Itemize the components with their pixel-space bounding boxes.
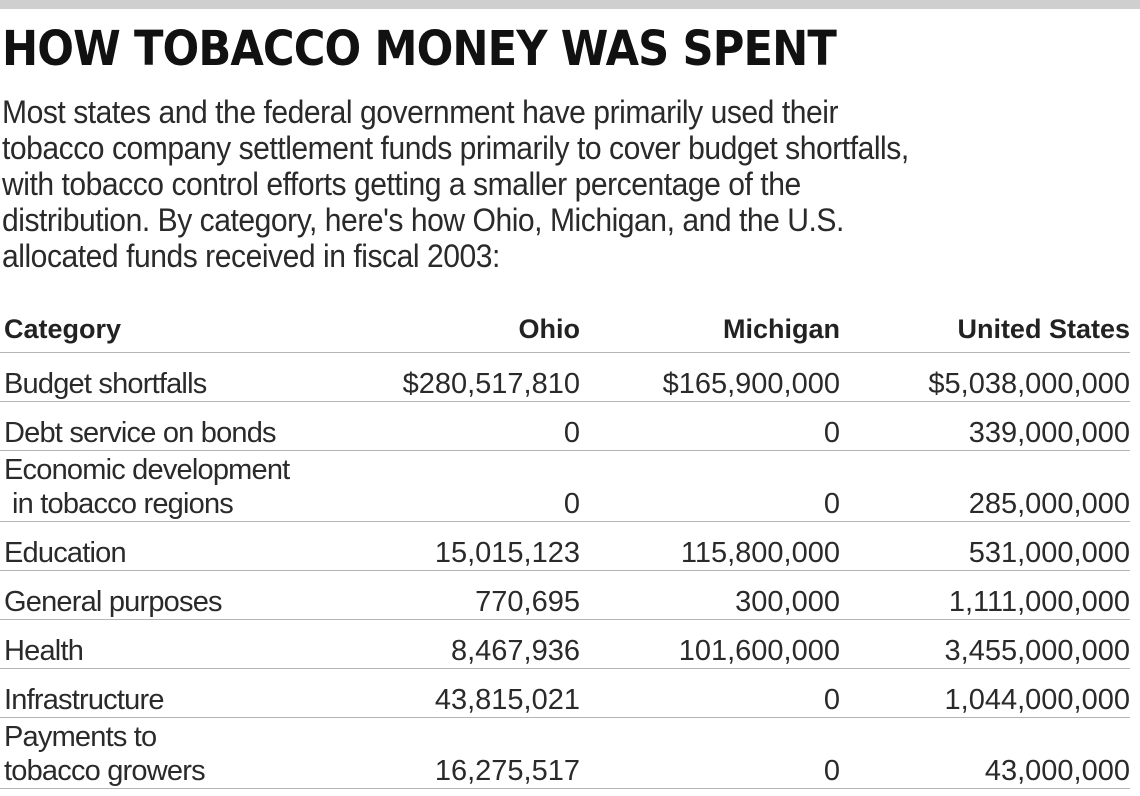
row-michigan-value: 0 xyxy=(580,668,840,718)
row-ohio-value: 43,815,021 xyxy=(380,668,580,718)
table-row: Payments to tobacco growers 16,275,517 0… xyxy=(0,717,1130,789)
header-category: Category xyxy=(0,306,380,353)
category-line: in tobacco regions xyxy=(12,488,234,520)
row-us-value: 1,044,000,000 xyxy=(840,668,1130,718)
category-line: Debt service on bonds xyxy=(4,417,277,449)
row-us-value: $5,038,000,000 xyxy=(840,352,1130,402)
funds-table: Category Ohio Michigan United States Bud… xyxy=(0,306,1130,789)
intro-paragraph: Most states and the federal government h… xyxy=(2,94,1111,274)
row-us-value: 285,000,000 xyxy=(840,450,1130,522)
category-line: Budget shortfalls xyxy=(4,368,207,400)
row-us-value: 339,000,000 xyxy=(840,401,1130,451)
table-row: Debt service on bonds 0 0 339,000,000 xyxy=(0,401,1130,451)
row-category: Infrastructure xyxy=(0,668,380,718)
row-category: Budget shortfalls xyxy=(0,352,380,402)
row-michigan-value: 0 xyxy=(580,450,840,522)
header-michigan: Michigan xyxy=(580,306,840,353)
row-michigan-value: 0 xyxy=(580,401,840,451)
category-line: Economic development xyxy=(4,454,290,486)
row-ohio-value: $280,517,810 xyxy=(380,352,580,402)
row-us-value: 531,000,000 xyxy=(840,521,1130,571)
category-line: Health xyxy=(4,635,84,667)
table-row: Budget shortfalls $280,517,810 $165,900,… xyxy=(0,352,1130,402)
headline: HOW TOBACCO MONEY WAS SPENT xyxy=(2,21,837,77)
row-us-value: 1,111,000,000 xyxy=(840,570,1130,620)
row-ohio-value: 8,467,936 xyxy=(380,619,580,669)
header-united-states: United States xyxy=(840,306,1130,353)
row-ohio-value: 16,275,517 xyxy=(380,717,580,789)
table-row: Infrastructure 43,815,021 0 1,044,000,00… xyxy=(0,668,1130,718)
row-michigan-value: $165,900,000 xyxy=(580,352,840,402)
intro-line: tobacco company settlement funds primari… xyxy=(2,130,909,166)
row-michigan-value: 115,800,000 xyxy=(580,521,840,571)
intro-line: distribution. By category, here's how Oh… xyxy=(2,202,844,238)
row-ohio-value: 15,015,123 xyxy=(380,521,580,571)
category-line: Payments to xyxy=(4,721,157,753)
row-us-value: 43,000,000 xyxy=(840,717,1130,789)
table-row: General purposes 770,695 300,000 1,111,0… xyxy=(0,570,1130,620)
row-category: Education xyxy=(0,521,380,571)
row-ohio-value: 0 xyxy=(380,450,580,522)
intro-line: with tobacco control efforts getting a s… xyxy=(2,166,801,202)
top-rule xyxy=(0,0,1140,9)
header-ohio: Ohio xyxy=(380,306,580,353)
intro-line: Most states and the federal government h… xyxy=(2,94,838,130)
row-michigan-value: 0 xyxy=(580,717,840,789)
table-header-row: Category Ohio Michigan United States xyxy=(0,306,1130,353)
row-michigan-value: 300,000 xyxy=(580,570,840,620)
table-row: Economic development in tobacco regions … xyxy=(0,450,1130,522)
row-ohio-value: 770,695 xyxy=(380,570,580,620)
category-line: tobacco growers xyxy=(4,755,206,787)
row-category: Health xyxy=(0,619,380,669)
category-line: General purposes xyxy=(4,586,223,618)
row-category: Debt service on bonds xyxy=(0,401,380,451)
intro-line: allocated funds received in fiscal 2003: xyxy=(2,238,500,274)
row-michigan-value: 101,600,000 xyxy=(580,619,840,669)
row-category: Economic development in tobacco regions xyxy=(0,450,380,522)
row-ohio-value: 0 xyxy=(380,401,580,451)
row-category: Payments to tobacco growers xyxy=(0,717,380,789)
category-line: Education xyxy=(4,537,127,569)
category-line: Infrastructure xyxy=(4,684,164,716)
row-us-value: 3,455,000,000 xyxy=(840,619,1130,669)
row-category: General purposes xyxy=(0,570,380,620)
table-row: Education 15,015,123 115,800,000 531,000… xyxy=(0,521,1130,571)
table-row: Health 8,467,936 101,600,000 3,455,000,0… xyxy=(0,619,1130,669)
